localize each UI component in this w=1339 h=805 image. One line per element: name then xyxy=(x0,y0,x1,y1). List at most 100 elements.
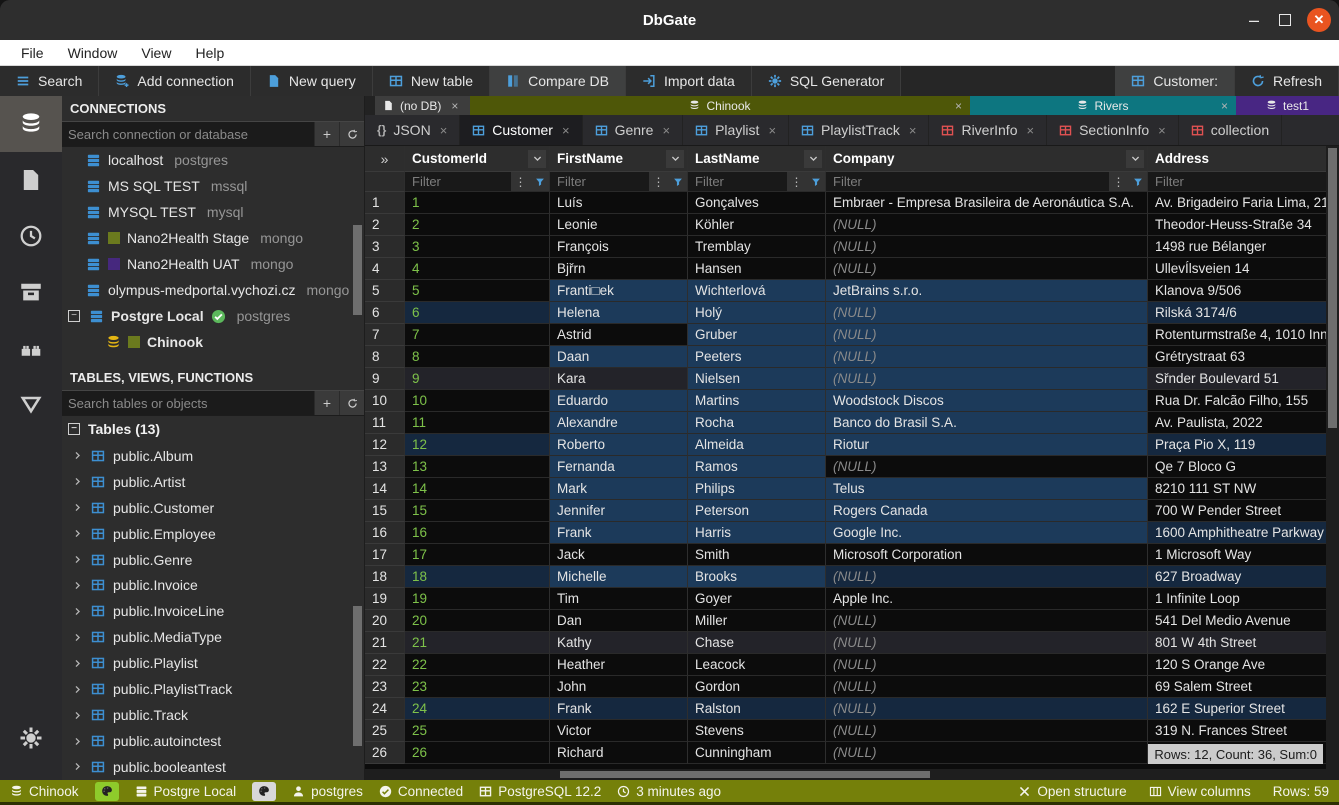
cell-first[interactable]: Michelle xyxy=(550,566,688,588)
cell-first[interactable]: Daan xyxy=(550,346,688,368)
menu-item-window[interactable]: Window xyxy=(67,44,118,61)
column-dropdown-icon[interactable] xyxy=(1126,149,1144,168)
row-number[interactable]: 17 xyxy=(365,544,405,566)
column-dropdown-icon[interactable] xyxy=(804,149,822,168)
cell-id[interactable]: 1 xyxy=(405,192,550,214)
cell-id[interactable]: 10 xyxy=(405,390,550,412)
rail-item-file[interactable] xyxy=(0,152,62,208)
tab-group-chinook[interactable]: Chinook × xyxy=(470,96,970,115)
table-item-public-track[interactable]: public.Track xyxy=(62,702,364,728)
connection-item-olympus-medportal-vychozi-cz[interactable]: olympus-medportal.vychozi.cz mongo xyxy=(62,277,364,303)
cell-first[interactable]: John xyxy=(550,676,688,698)
close-tab-icon[interactable]: × xyxy=(561,122,570,138)
row-number[interactable]: 18 xyxy=(365,566,405,588)
cell-first[interactable]: Bjřrn xyxy=(550,258,688,280)
cell-last[interactable]: Peterson xyxy=(688,500,826,522)
toolbar-button-sql-generator[interactable]: SQL Generator xyxy=(751,66,902,96)
cell-last[interactable]: Miller xyxy=(688,610,826,632)
column-header-address[interactable]: Address xyxy=(1148,146,1326,172)
filter-menu-icon[interactable]: ⋮ xyxy=(1109,172,1128,191)
cell-first[interactable]: Astrid xyxy=(550,324,688,346)
menu-item-view[interactable]: View xyxy=(141,44,172,61)
filter-cell-last[interactable]: Filter ⋮ xyxy=(688,172,826,192)
toolbar-button-refresh[interactable]: Refresh xyxy=(1234,66,1339,96)
cell-first[interactable]: Richard xyxy=(550,742,688,764)
close-tab-icon[interactable]: × xyxy=(1026,122,1035,138)
cell-last[interactable]: Harris xyxy=(688,522,826,544)
cell-address[interactable]: 700 W Pender Street xyxy=(1148,500,1326,522)
cell-company[interactable]: (NULL) xyxy=(826,676,1148,698)
cell-company[interactable]: (NULL) xyxy=(826,632,1148,654)
cell-id[interactable]: 4 xyxy=(405,258,550,280)
tab-group-no-db[interactable]: (no DB) × xyxy=(375,96,470,115)
filter-cell-id[interactable]: Filter ⋮ xyxy=(405,172,550,192)
cell-last[interactable]: Chase xyxy=(688,632,826,654)
toolbar-button-new-table[interactable]: New table xyxy=(372,66,491,96)
grid-vertical-scrollbar[interactable] xyxy=(1326,146,1339,780)
tables-refresh-button[interactable] xyxy=(339,391,364,415)
row-number[interactable]: 15 xyxy=(365,500,405,522)
cell-id[interactable]: 25 xyxy=(405,720,550,742)
row-number[interactable]: 4 xyxy=(365,258,405,280)
add-table-plus-button[interactable]: + xyxy=(314,391,339,415)
cell-first[interactable]: Frank xyxy=(550,698,688,720)
close-tab-icon[interactable]: × xyxy=(439,122,448,138)
cell-last[interactable]: Gordon xyxy=(688,676,826,698)
row-number[interactable]: 1 xyxy=(365,192,405,214)
filter-funnel-icon[interactable] xyxy=(806,172,825,191)
cell-company[interactable]: (NULL) xyxy=(826,236,1148,258)
filter-menu-icon[interactable]: ⋮ xyxy=(649,172,668,191)
cell-first[interactable]: Frank xyxy=(550,522,688,544)
rail-item-triangle-down[interactable] xyxy=(0,376,62,432)
row-number[interactable]: 8 xyxy=(365,346,405,368)
table-item-public-autoinctest[interactable]: public.autoinctest xyxy=(62,728,364,754)
filter-cell-address[interactable]: Filter xyxy=(1148,172,1326,192)
cell-first[interactable]: Mark xyxy=(550,478,688,500)
tables-search-input[interactable]: Search tables or objects xyxy=(62,391,314,415)
close-tab-group-icon[interactable]: × xyxy=(451,98,459,113)
connection-item-nano2health-uat[interactable]: Nano2Health UAT mongo xyxy=(62,251,364,277)
cell-last[interactable]: Köhler xyxy=(688,214,826,236)
close-tab-icon[interactable]: × xyxy=(908,122,917,138)
cell-address[interactable]: 1 Infinite Loop xyxy=(1148,588,1326,610)
row-number[interactable]: 13 xyxy=(365,456,405,478)
tab-playlist[interactable]: Playlist × xyxy=(683,115,790,145)
cell-address[interactable]: Av. Paulista, 2022 xyxy=(1148,412,1326,434)
tab-json[interactable]: {} JSON × xyxy=(365,115,461,145)
cell-last[interactable]: Brooks xyxy=(688,566,826,588)
cell-last[interactable]: Ramos xyxy=(688,456,826,478)
table-item-public-playlisttrack[interactable]: public.PlaylistTrack xyxy=(62,676,364,702)
row-number[interactable]: 23 xyxy=(365,676,405,698)
column-header-id[interactable]: CustomerId xyxy=(405,146,550,172)
cell-company[interactable]: (NULL) xyxy=(826,214,1148,236)
cell-company[interactable]: (NULL) xyxy=(826,324,1148,346)
cell-id[interactable]: 7 xyxy=(405,324,550,346)
row-number[interactable]: 19 xyxy=(365,588,405,610)
connection-item-mysql-test[interactable]: MYSQL TEST mysql xyxy=(62,199,364,225)
connections-search-input[interactable]: Search connection or database xyxy=(62,122,314,146)
column-header-company[interactable]: Company xyxy=(826,146,1148,172)
cell-address[interactable]: UllevÍlsveien 14 xyxy=(1148,258,1326,280)
cell-company[interactable]: Microsoft Corporation xyxy=(826,544,1148,566)
cell-company[interactable]: (NULL) xyxy=(826,346,1148,368)
cell-address[interactable]: 1600 Amphitheatre Parkway xyxy=(1148,522,1326,544)
column-header-last[interactable]: LastName xyxy=(688,146,826,172)
cell-id[interactable]: 20 xyxy=(405,610,550,632)
row-number[interactable]: 12 xyxy=(365,434,405,456)
cell-address[interactable]: 627 Broadway xyxy=(1148,566,1326,588)
cell-first[interactable]: Alexandre xyxy=(550,412,688,434)
row-number[interactable]: 14 xyxy=(365,478,405,500)
toolbar-button-compare-db[interactable]: Compare DB xyxy=(490,66,626,96)
cell-address[interactable]: Rilská 3174/6 xyxy=(1148,302,1326,324)
row-number[interactable]: 2 xyxy=(365,214,405,236)
cell-id[interactable]: 5 xyxy=(405,280,550,302)
cell-address[interactable]: Praça Pio X, 119 xyxy=(1148,434,1326,456)
cell-id[interactable]: 22 xyxy=(405,654,550,676)
cell-id[interactable]: 9 xyxy=(405,368,550,390)
cell-company[interactable]: (NULL) xyxy=(826,302,1148,324)
table-item-public-invoiceline[interactable]: public.InvoiceLine xyxy=(62,598,364,624)
cell-id[interactable]: 13 xyxy=(405,456,550,478)
cell-company[interactable]: JetBrains s.r.o. xyxy=(826,280,1148,302)
cell-first[interactable]: Eduardo xyxy=(550,390,688,412)
cell-last[interactable]: Holý xyxy=(688,302,826,324)
